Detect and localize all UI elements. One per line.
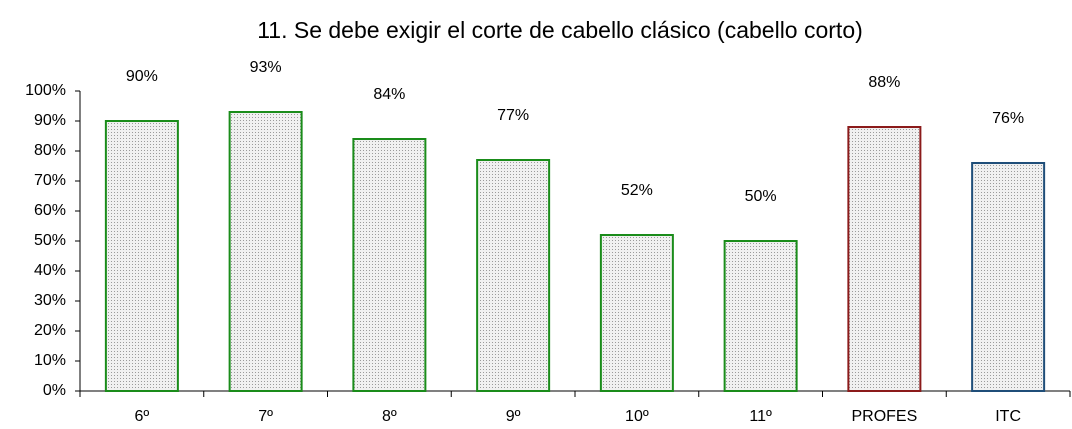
- x-tick-label: PROFES: [851, 408, 917, 425]
- bar: [847, 126, 922, 392]
- x-tick-label: 8º: [382, 408, 397, 425]
- y-tick-label: 60%: [34, 202, 66, 219]
- y-tick-label: 50%: [34, 232, 66, 249]
- x-tick-label: 9º: [506, 408, 521, 425]
- bar: [476, 159, 551, 392]
- bar: [104, 120, 179, 392]
- y-tick-label: 100%: [25, 82, 66, 99]
- bar: [971, 162, 1046, 392]
- y-tick-label: 0%: [43, 382, 66, 399]
- data-label: 84%: [373, 86, 405, 103]
- y-tick-label: 80%: [34, 142, 66, 159]
- data-label: 76%: [992, 110, 1024, 127]
- x-tick-label: 7º: [258, 408, 273, 425]
- bar: [228, 111, 303, 392]
- data-label: 50%: [745, 188, 777, 205]
- chart-title: 11. Se debe exigir el corte de cabello c…: [257, 17, 863, 43]
- y-tick-label: 90%: [34, 112, 66, 129]
- bar: [352, 138, 427, 392]
- data-label: 77%: [497, 107, 529, 124]
- bar: [723, 240, 798, 392]
- y-tick-label: 40%: [34, 262, 66, 279]
- data-label: 93%: [250, 59, 282, 76]
- data-label: 52%: [621, 182, 653, 199]
- y-tick-label: 10%: [34, 352, 66, 369]
- y-tick-label: 70%: [34, 172, 66, 189]
- x-tick-label: 11º: [749, 408, 772, 425]
- x-tick-label: 6º: [135, 408, 150, 425]
- x-tick-label: 10º: [625, 408, 649, 425]
- bar: [599, 234, 674, 392]
- y-tick-label: 20%: [34, 322, 66, 339]
- x-tick-label: ITC: [995, 408, 1021, 425]
- y-tick-label: 30%: [34, 292, 66, 309]
- data-label: 88%: [868, 74, 900, 91]
- data-label: 90%: [126, 68, 158, 85]
